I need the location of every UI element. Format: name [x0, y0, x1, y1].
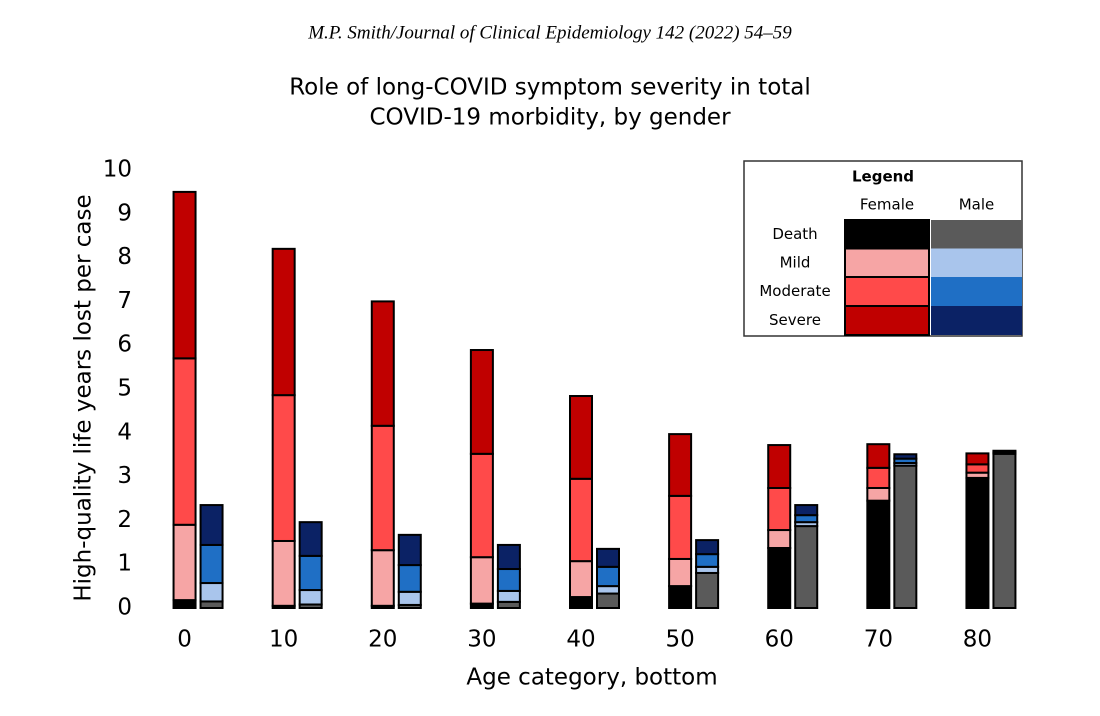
bar-segment: [695, 553, 720, 568]
bar-segment: [965, 463, 990, 474]
bar-segment: [794, 504, 819, 517]
y-tick-label: 7: [117, 288, 132, 314]
y-tick-label: 6: [117, 332, 132, 358]
bar-segment: [172, 523, 197, 602]
bar-segment: [569, 395, 593, 480]
legend-swatch: [844, 247, 930, 279]
legend-row-label: Mild: [780, 254, 811, 272]
bar-segment: [370, 300, 395, 427]
bar-segment: [596, 585, 620, 595]
legend-swatch: [844, 305, 930, 336]
bar-segment: [866, 466, 891, 489]
bar-segment: [992, 449, 1017, 453]
bar-segment: [172, 599, 197, 610]
y-tick-label: 10: [103, 157, 132, 183]
y-tick-label: 0: [117, 595, 132, 621]
bar-segment: [596, 565, 620, 588]
bar-segment: [866, 486, 891, 502]
bar-segment: [370, 424, 395, 552]
bar-segment: [496, 568, 521, 592]
legend-row-label: Severe: [769, 311, 821, 329]
bar-segment: [596, 547, 620, 568]
bar-segment: [172, 190, 197, 360]
bar-segment: [596, 592, 620, 610]
legend-swatch: [931, 220, 1022, 249]
bar-segment: [271, 394, 296, 542]
bar-segment: [767, 444, 792, 489]
bar-segment: [965, 452, 990, 466]
legend-column-label: Male: [959, 196, 995, 214]
x-tick-label: 30: [467, 627, 496, 653]
bar-segment: [397, 564, 422, 593]
bar-segment: [496, 543, 521, 571]
bar-segment: [893, 453, 918, 460]
bar-segment: [767, 529, 792, 549]
bar-segment: [271, 247, 296, 397]
bar-segment: [866, 499, 891, 609]
bar-segment: [893, 464, 918, 609]
bar-segment: [298, 554, 323, 592]
bar-segment: [668, 585, 693, 609]
x-tick-label: 80: [963, 627, 992, 653]
legend-row-label: Moderate: [759, 282, 830, 300]
x-axis-label: Age category, bottom: [466, 665, 717, 691]
legend-swatch: [844, 276, 930, 307]
legend-swatch: [931, 306, 1022, 335]
x-tick-label: 70: [864, 627, 893, 653]
x-tick-label: 10: [269, 627, 298, 653]
x-tick-label: 60: [765, 627, 794, 653]
legend-title: Legend: [852, 168, 914, 186]
legend-row-label: Death: [772, 225, 817, 243]
bar-segment: [695, 571, 720, 610]
bar-segment: [172, 357, 197, 526]
bar-segment: [794, 514, 819, 524]
bar-segment: [668, 557, 693, 588]
bar-segment: [569, 596, 593, 609]
legend-swatch: [844, 219, 930, 250]
bar-segment: [767, 546, 792, 610]
bar-segment: [370, 549, 395, 607]
legend-column-label: Female: [860, 196, 914, 214]
legend-swatch: [931, 248, 1022, 278]
y-tick-label: 3: [117, 463, 132, 489]
chart-title: Role of long-COVID symptom severity in t…: [289, 75, 811, 101]
bar-segment: [199, 582, 224, 603]
bar-segment: [397, 533, 422, 567]
bar-segment: [569, 477, 593, 563]
y-tick-label: 1: [117, 551, 132, 577]
bar-segment: [668, 494, 693, 560]
bar-segment: [469, 349, 494, 455]
chart-title: COVID-19 morbidity, by gender: [369, 105, 731, 131]
y-tick-label: 4: [117, 419, 132, 445]
bar-segment: [397, 590, 422, 606]
x-tick-label: 50: [665, 627, 694, 653]
x-tick-label: 40: [566, 627, 595, 653]
bar-segment: [569, 560, 593, 599]
bar-segment: [496, 589, 521, 603]
bar-segment: [668, 433, 693, 497]
y-tick-label: 8: [117, 244, 132, 270]
bar-segment: [469, 452, 494, 559]
journal-header: M.P. Smith/Journal of Clinical Epidemiol…: [307, 22, 792, 43]
bar-segment: [199, 504, 224, 546]
y-tick-label: 2: [117, 507, 132, 533]
y-axis-label: High-quality life years lost per case: [71, 194, 97, 601]
bar-segment: [695, 539, 720, 556]
bar-segment: [469, 556, 494, 605]
bar-segment: [965, 476, 990, 609]
bar-segment: [271, 539, 296, 607]
bar-segment: [298, 521, 323, 557]
y-tick-label: 9: [117, 200, 132, 226]
bar-segment: [794, 525, 819, 609]
x-tick-label: 20: [368, 627, 397, 653]
bar-segment: [992, 452, 1017, 609]
bar-segment: [866, 443, 891, 469]
x-tick-label: 0: [177, 627, 192, 653]
bar-segment: [767, 486, 792, 532]
y-tick-label: 5: [117, 376, 132, 402]
bar-segment: [298, 589, 323, 606]
legend-swatch: [931, 277, 1022, 306]
bar-segment: [199, 543, 224, 585]
